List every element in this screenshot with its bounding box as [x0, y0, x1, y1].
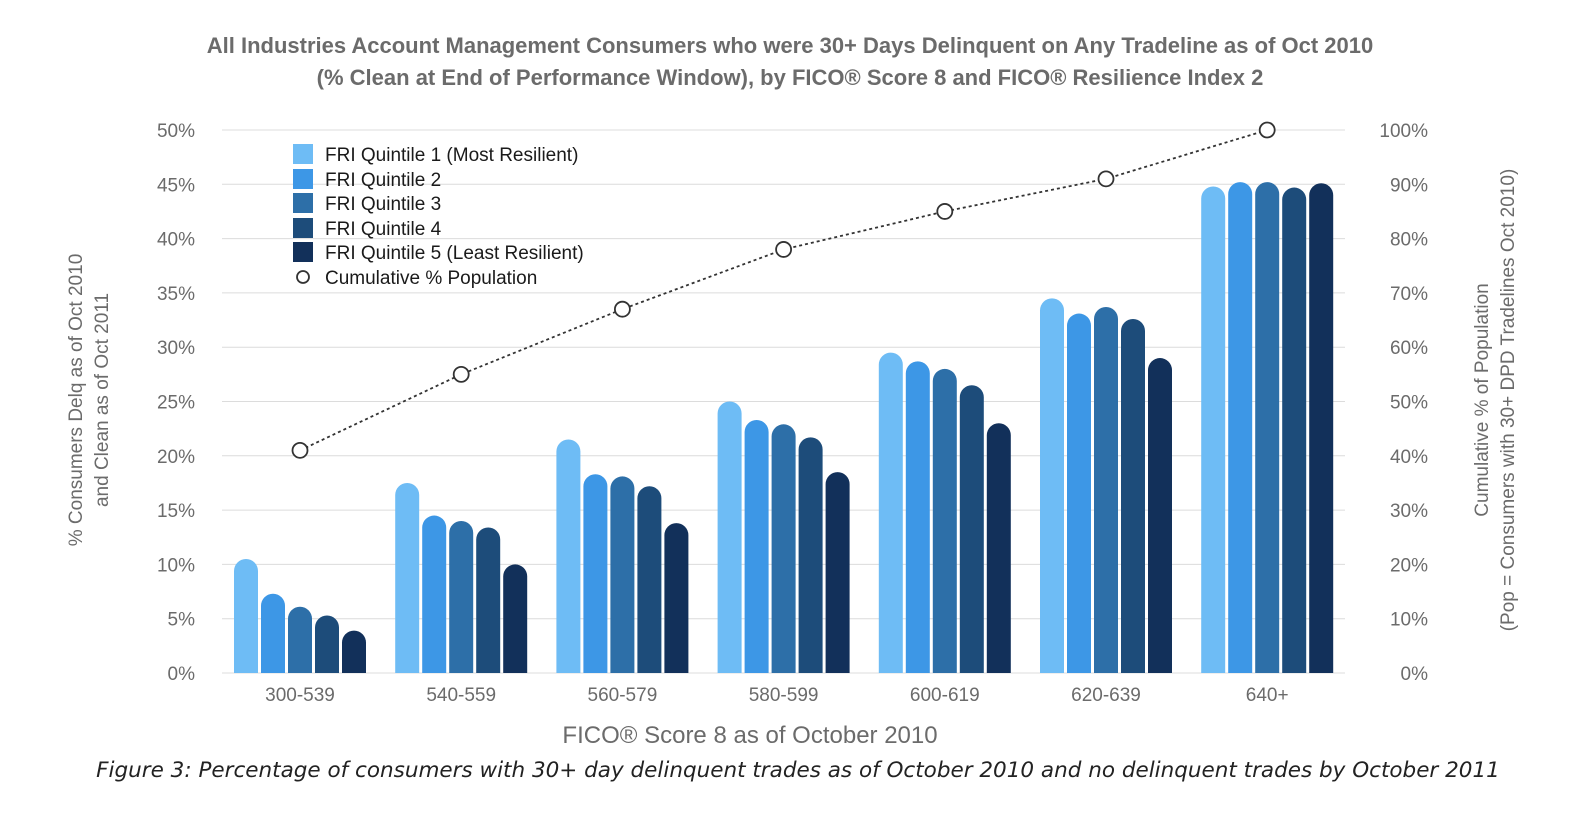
cumulative-point-580-599 [775, 241, 792, 258]
bar-540-559-q3 [449, 520, 474, 673]
bar-540-559-q1 [395, 482, 420, 673]
x-tick-label: 560-579 [588, 685, 658, 706]
bar-640+-q2 [1228, 182, 1253, 674]
y2-tick-label: 40% [1390, 447, 1428, 468]
y-tick-label: 5% [168, 610, 196, 631]
y2-tick-label: 10% [1390, 610, 1428, 631]
bar-580-599-q2 [744, 419, 769, 673]
x-tick-label: 600-619 [910, 685, 980, 706]
bar-560-579-q4 [637, 486, 662, 673]
bar-640+-q4 [1282, 187, 1307, 674]
legend-marker-cumulative [296, 270, 310, 284]
y-tick-label: 40% [157, 230, 195, 251]
bar-300-539-q5 [342, 630, 366, 673]
y-tick-label: 50% [157, 121, 195, 142]
cumulative-point-300-539 [291, 441, 309, 459]
bar-600-619-q4 [959, 385, 984, 673]
bar-580-599-q1 [717, 401, 742, 673]
legend-swatch-q4 [293, 218, 313, 238]
bar-600-619-q2 [905, 361, 930, 673]
bar-600-619-q3 [932, 368, 957, 673]
bar-620-639-q1 [1040, 298, 1064, 673]
bar-560-579-q2 [583, 474, 608, 673]
x-tick-label: 300-539 [265, 685, 335, 706]
legend-label-cumulative: Cumulative % Population [325, 268, 537, 289]
legend-swatch-q3 [293, 193, 313, 213]
bar-620-639-q4 [1121, 318, 1145, 673]
x-axis-ticks: 300-539 540-559 560-579 580-599 600-619 620-6… [265, 685, 1288, 706]
y2-axis-title-line-2: (Pop = Consumers with 30+ DPD Tradelines… [1498, 169, 1519, 632]
x-tick-label: 540-559 [426, 685, 496, 706]
bar-560-579-q5 [664, 523, 689, 673]
legend-label-q4: FRI Quintile 4 [325, 219, 442, 240]
bar-600-619-q1 [878, 352, 903, 673]
legend-swatch-q1 [293, 144, 313, 164]
bar-580-599-q4 [798, 437, 823, 673]
y-tick-label: 30% [157, 338, 195, 359]
chart: All Industries Account Management Consum… [66, 33, 1519, 749]
legend-label-q3: FRI Quintile 3 [325, 194, 441, 215]
y-tick-label: 25% [157, 393, 195, 414]
bar-300-539-q2 [261, 593, 285, 673]
legend: FRI Quintile 1 (Most Resilient) FRI Quin… [293, 144, 584, 289]
y-axis-ticks: 0% 5% 10% 15% 20% 25% 30% 35% 40% 45% 50% [157, 121, 195, 685]
legend-label-q5: FRI Quintile 5 (Least Resilient) [325, 243, 584, 264]
y-tick-label: 20% [157, 447, 195, 468]
x-axis-title: FICO® Score 8 as of October 2010 [562, 722, 937, 749]
x-tick-label: 640+ [1246, 685, 1289, 706]
y2-tick-label: 50% [1390, 393, 1428, 414]
bar-560-579-q3 [610, 476, 635, 673]
y2-tick-label: 90% [1390, 175, 1428, 196]
y2-tick-label: 20% [1390, 555, 1428, 576]
legend-swatch-q2 [293, 169, 313, 189]
cumulative-point-540-559 [452, 365, 470, 383]
y-axis-title-line-1: % Consumers Delq as of Oct 2010 [66, 254, 87, 547]
bar-300-539-q3 [288, 606, 312, 673]
x-tick-label: 620-639 [1071, 685, 1141, 706]
bar-540-559-q2 [422, 515, 447, 673]
cumulative-point-620-639 [1097, 170, 1115, 188]
cumulative-point-640+ [1258, 121, 1276, 139]
y-tick-label: 45% [157, 175, 195, 196]
bar-640+-q1 [1201, 186, 1226, 674]
y2-axis-title-line-1: Cumulative % of Population [1472, 283, 1493, 516]
bar-620-639-q2 [1067, 313, 1091, 673]
bar-540-559-q4 [476, 527, 501, 673]
bar-580-599-q3 [771, 424, 796, 673]
y-tick-label: 15% [157, 501, 195, 522]
y-tick-label: 35% [157, 284, 195, 305]
legend-swatch-q5 [293, 242, 313, 262]
y2-tick-label: 70% [1390, 284, 1428, 305]
y2-tick-label: 60% [1390, 338, 1428, 359]
bar-600-619-q5 [986, 423, 1011, 673]
legend-label-q2: FRI Quintile 2 [325, 170, 441, 191]
bar-560-579-q1 [556, 439, 581, 673]
bar-620-639-q5 [1148, 358, 1172, 673]
cumulative-point-560-579 [614, 300, 631, 318]
bars [234, 182, 1334, 674]
y2-tick-label: 80% [1390, 230, 1428, 251]
y2-tick-label: 0% [1401, 664, 1429, 685]
cumulative-line [291, 121, 1276, 459]
bar-620-639-q3 [1094, 307, 1118, 673]
bar-640+-q5 [1309, 183, 1334, 674]
figure-caption: Figure 3: Percentage of consumers with 3… [96, 758, 1500, 783]
bar-300-539-q1 [234, 558, 258, 673]
chart-title-line-1: All Industries Account Management Consum… [207, 33, 1374, 58]
legend-label-q1: FRI Quintile 1 (Most Resilient) [325, 145, 578, 166]
bar-540-559-q5 [503, 564, 528, 673]
chart-title-line-2: (% Clean at End of Performance Window), … [317, 65, 1264, 90]
y-tick-label: 10% [157, 555, 195, 576]
y-tick-label: 0% [168, 664, 196, 685]
bar-640+-q3 [1255, 182, 1280, 674]
cumulative-point-600-619 [936, 203, 954, 220]
y-axis-title-line-2: and Clean as of Oct 2011 [92, 293, 113, 507]
y2-axis-ticks: 0% 10% 20% 30% 40% 50% 60% 70% 80% 90% 100% [1379, 121, 1428, 685]
y2-tick-label: 30% [1390, 501, 1428, 522]
bar-580-599-q5 [825, 472, 850, 673]
y2-tick-label: 100% [1379, 121, 1428, 142]
x-tick-label: 580-599 [749, 685, 819, 706]
bar-300-539-q4 [315, 615, 339, 673]
